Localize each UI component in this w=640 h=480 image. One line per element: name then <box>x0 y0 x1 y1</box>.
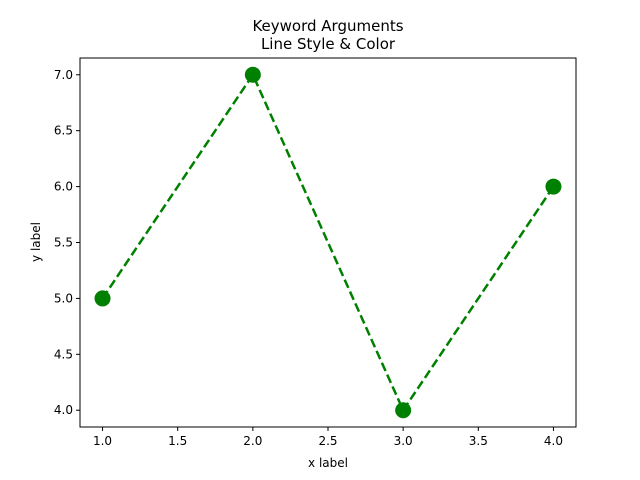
y-axis-label: y label <box>29 222 43 262</box>
y-tick-label: 5.5 <box>54 236 73 250</box>
data-point-marker <box>395 402 412 419</box>
y-tick-label: 4.5 <box>54 347 73 361</box>
y-tick-label: 6.5 <box>54 124 73 138</box>
x-tick-label: 1.0 <box>93 434 112 448</box>
x-tick-label: 1.5 <box>168 434 187 448</box>
data-point-marker <box>94 290 111 307</box>
y-axis-ticks: 4.0 4.5 5.0 5.5 6.0 6.5 7.0 <box>54 68 80 417</box>
chart-title-line-2: Line Style & Color <box>261 35 396 53</box>
x-axis-label: x label <box>308 456 348 470</box>
x-tick-label: 2.0 <box>243 434 262 448</box>
y-tick-label: 4.0 <box>54 403 73 417</box>
data-point-marker <box>244 66 261 83</box>
series-layer <box>94 66 562 419</box>
series-line <box>101 73 555 412</box>
y-tick-label: 5.0 <box>54 291 73 305</box>
axes-frame <box>79 57 577 428</box>
x-tick-label: 2.5 <box>318 434 337 448</box>
x-tick-label: 3.5 <box>469 434 488 448</box>
x-axis-ticks: 1.0 1.5 2.0 2.5 3.0 3.5 4.0 <box>93 427 563 448</box>
data-point-marker <box>545 178 562 195</box>
x-tick-label: 3.0 <box>394 434 413 448</box>
chart-title-line-1: Keyword Arguments <box>252 17 403 35</box>
x-tick-label: 4.0 <box>544 434 563 448</box>
plot-area <box>80 58 576 427</box>
y-tick-label: 7.0 <box>54 68 73 82</box>
y-tick-label: 6.0 <box>54 180 73 194</box>
